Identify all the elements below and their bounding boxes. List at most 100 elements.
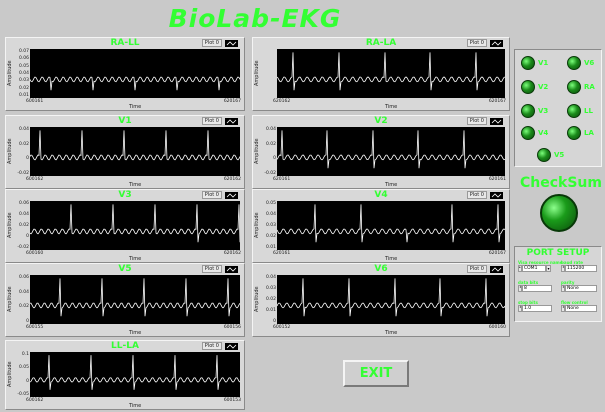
data-bits-value[interactable]: 8: [522, 285, 552, 292]
y-tick-label: 0.02: [265, 234, 276, 239]
legend-line-icon: [225, 342, 238, 350]
x-tick-label: 600152: [273, 325, 291, 330]
led-ll-icon: [567, 104, 581, 118]
field-label: baud rate: [561, 260, 583, 265]
plot-legend[interactable]: Plot 0: [201, 39, 238, 47]
y-tick-label: 0.03: [18, 78, 29, 84]
legend-line-icon: [490, 117, 503, 125]
y-axis-label: Amplitude: [254, 137, 260, 164]
plot-area[interactable]: [30, 201, 240, 250]
exit-button[interactable]: EXIT: [343, 360, 409, 387]
ecg-trace: [277, 278, 505, 317]
field-label: flow control: [561, 300, 588, 305]
legend-line-icon: [225, 191, 238, 199]
ecg-trace: [30, 130, 240, 161]
x-tick-label: 620162: [273, 99, 291, 104]
x-tick-label: 620162: [223, 251, 241, 256]
field-label: data bits: [518, 280, 539, 285]
plot-panel-v4: V4 Plot 0 0.05 0.04 0.03 0.02 0.01 Amplitude 620…: [252, 189, 510, 263]
visa-browse-icon[interactable]: ▸: [518, 265, 522, 272]
led-item-ll: LL: [567, 104, 593, 118]
led-item-v5: V5: [537, 148, 564, 162]
x-tick-label: 600162: [26, 398, 44, 403]
flow-control-spinner[interactable]: ⇕: [561, 305, 565, 312]
x-tick-label: 620161: [273, 251, 291, 256]
data-bits-spinner[interactable]: ⇕: [518, 285, 522, 292]
y-tick-label: 0.03: [265, 286, 276, 291]
x-tick-label: 600160: [488, 325, 506, 330]
plot-panel-ra-la: RA-LA Plot 0 Amplitude 620162 620167 Time: [252, 37, 510, 111]
plot-area[interactable]: [277, 201, 505, 250]
port-setup-panel: PORT SETUP Visa resource name ▸ COM1 ▾ b…: [514, 246, 602, 322]
plot-area[interactable]: [277, 127, 505, 176]
flow-control-value[interactable]: None: [565, 305, 597, 312]
y-tick-label: 0.04: [18, 212, 29, 217]
plot-area[interactable]: [277, 49, 505, 98]
lead-status-panel: V1 V6 V2 RA V3 LL V4 LA V5: [514, 49, 602, 167]
parity-value[interactable]: None: [565, 285, 597, 292]
y-tick-label: 0.02: [265, 297, 276, 302]
plot-area[interactable]: [277, 275, 505, 324]
y-tick-label: -0.05: [17, 392, 29, 397]
plot-area[interactable]: [30, 275, 240, 324]
baud-rate-spinner[interactable]: ⇕: [561, 265, 565, 272]
y-tick-label: 0.06: [18, 275, 29, 280]
y-tick-label: 0.02: [18, 141, 29, 147]
y-tick-label: -0.02: [17, 171, 29, 176]
y-axis-label: Amplitude: [7, 137, 13, 164]
parity-spinner[interactable]: ⇕: [561, 285, 565, 292]
plot-panel-v3: V3 Plot 0 0.06 0.04 0.02 0 -0.02 Amplitude 60016…: [5, 189, 245, 263]
plot-panel-v1: V1 Plot 0 0.04 0.02 0 -0.02 Amplitude 600162 620…: [5, 115, 245, 189]
legend-line-icon: [490, 39, 503, 47]
plot-title: V1: [118, 116, 132, 126]
visa-resource-value[interactable]: COM1: [522, 265, 546, 272]
y-tick-label: 0.04: [265, 275, 276, 280]
stop-bits-value[interactable]: 1.0: [522, 305, 552, 312]
plot-title: RA-LL: [110, 38, 140, 48]
led-v3-icon: [521, 104, 535, 118]
x-axis-label: Time: [129, 330, 142, 336]
legend-label: Plot 0: [201, 191, 222, 199]
plot-legend[interactable]: Plot 0: [466, 39, 503, 47]
baud-rate-field: baud rate ⇕ 115200: [561, 260, 597, 272]
stop-bits-spinner[interactable]: ⇕: [518, 305, 522, 312]
plot-legend[interactable]: Plot 0: [201, 117, 238, 125]
plot-area[interactable]: [30, 127, 240, 176]
y-axis-label: Amplitude: [254, 211, 260, 238]
y-tick-label: 0.01: [265, 308, 276, 313]
x-axis-label: Time: [385, 330, 398, 336]
y-tick-label: 0: [273, 319, 276, 324]
plot-legend[interactable]: Plot 0: [466, 117, 503, 125]
chevron-down-icon[interactable]: ▾: [546, 265, 551, 272]
led-item-v1: V1: [521, 56, 548, 70]
legend-label: Plot 0: [201, 117, 222, 125]
legend-line-icon: [225, 117, 238, 125]
y-axis-label: Amplitude: [7, 211, 13, 238]
plot-legend[interactable]: Plot 0: [466, 191, 503, 199]
y-tick-label: 0.02: [18, 223, 29, 228]
y-tick-label: 0.05: [18, 63, 29, 69]
y-tick-label: 0: [26, 156, 29, 162]
y-tick-label: 0.02: [265, 141, 276, 147]
plot-title: V2: [374, 116, 388, 126]
data-bits-field: data bits ⇕ 8: [518, 280, 552, 292]
y-tick-label: 0.01: [18, 93, 29, 98]
legend-line-icon: [490, 191, 503, 199]
x-axis-label: Time: [129, 256, 142, 262]
y-axis-label: Amplitude: [7, 360, 13, 387]
y-axis-label: Amplitude: [7, 285, 13, 312]
checksum-led-icon: [540, 194, 578, 232]
plot-area[interactable]: [30, 352, 240, 397]
baud-rate-value[interactable]: 115200: [565, 265, 597, 272]
led-v2-icon: [521, 80, 535, 94]
led-item-ra: RA: [567, 80, 595, 94]
plot-legend[interactable]: Plot 0: [466, 265, 503, 273]
plot-legend[interactable]: Plot 0: [201, 265, 238, 273]
ecg-trace: [277, 130, 505, 169]
y-tick-label: 0.04: [265, 127, 276, 132]
plot-legend[interactable]: Plot 0: [201, 342, 238, 350]
legend-label: Plot 0: [466, 191, 487, 199]
y-tick-label: 0.02: [18, 85, 29, 91]
plot-legend[interactable]: Plot 0: [201, 191, 238, 199]
plot-area[interactable]: [30, 49, 240, 98]
